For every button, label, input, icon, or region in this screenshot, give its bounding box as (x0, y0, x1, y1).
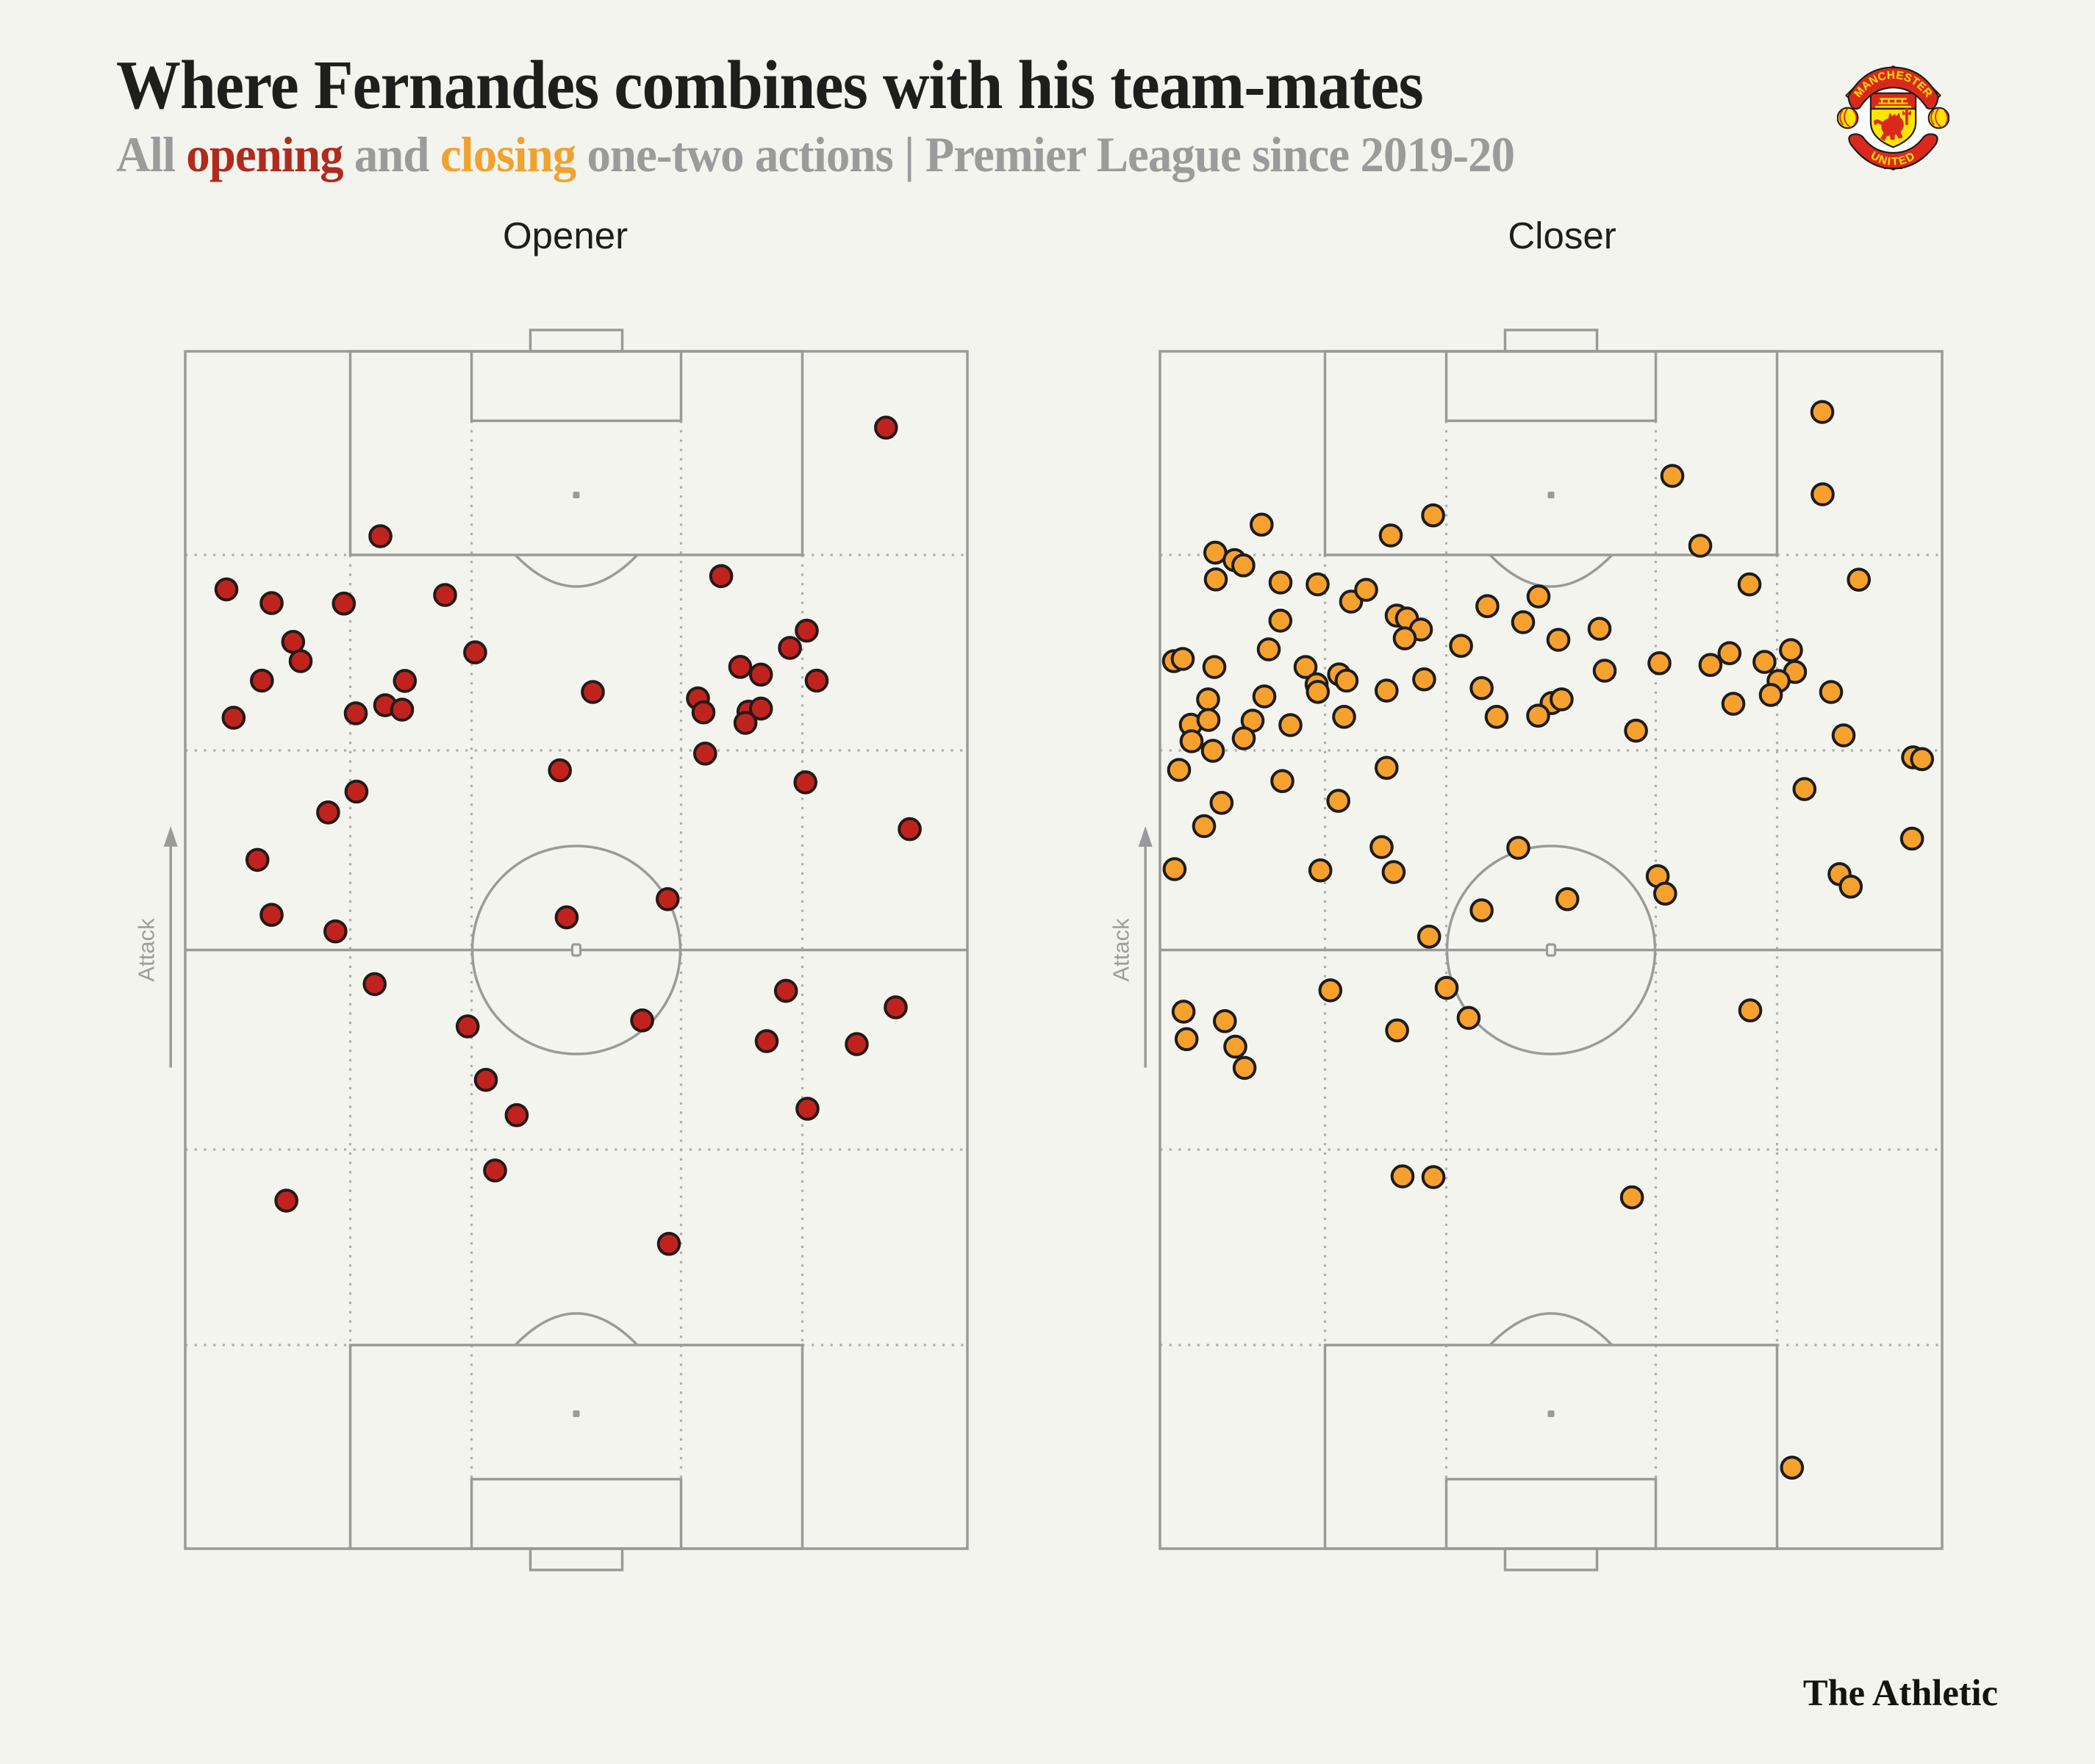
svg-text:Attack: Attack (133, 917, 159, 981)
svg-text:Attack: Attack (1109, 917, 1134, 981)
